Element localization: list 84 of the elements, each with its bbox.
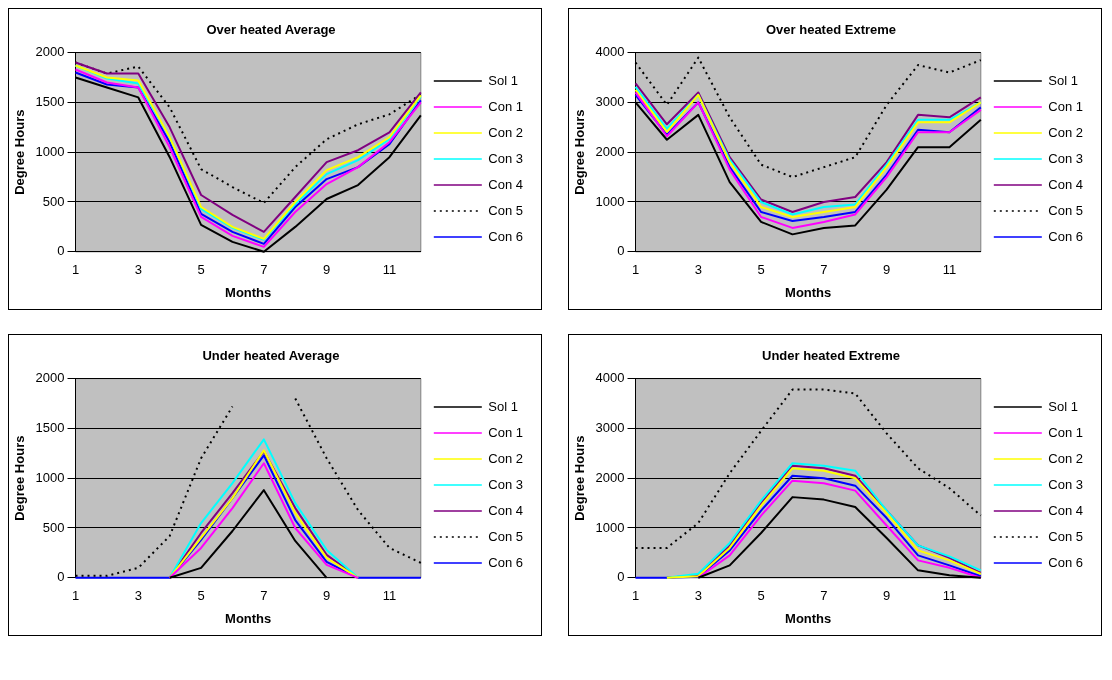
y-axis-title: Degree Hours xyxy=(572,435,588,521)
legend-label: Sol 1 xyxy=(488,398,518,414)
chart-title: Over heated Average xyxy=(206,22,336,38)
x-tick-label: 9 xyxy=(323,262,331,278)
y-tick-label: 1000 xyxy=(35,143,65,159)
legend-label: Con 6 xyxy=(488,554,524,570)
legend-label: Con 3 xyxy=(488,476,524,492)
y-axis-title: Degree Hours xyxy=(572,109,588,195)
x-tick-label: 9 xyxy=(883,262,891,278)
legend-label: Con 5 xyxy=(1048,202,1084,218)
y-tick-label: 0 xyxy=(617,243,625,259)
x-tick-label: 5 xyxy=(757,588,765,604)
legend-label: Con 3 xyxy=(1048,476,1084,492)
y-tick-label: 2000 xyxy=(35,370,65,386)
legend-label: Con 5 xyxy=(488,202,524,218)
x-axis-title: Months xyxy=(225,610,272,626)
x-tick-label: 7 xyxy=(820,262,828,278)
x-tick-label: 11 xyxy=(382,262,397,278)
legend-label: Con 6 xyxy=(1048,228,1084,244)
x-axis-title: Months xyxy=(225,284,272,300)
y-tick-label: 1000 xyxy=(595,519,625,535)
x-tick-label: 1 xyxy=(631,262,640,278)
legend-label: Con 1 xyxy=(488,424,524,440)
legend-label: Con 4 xyxy=(488,176,524,192)
x-tick-label: 5 xyxy=(757,262,765,278)
y-tick-label: 0 xyxy=(57,243,65,259)
chart-title: Over heated Extreme xyxy=(765,22,897,38)
x-tick-label: 9 xyxy=(323,588,331,604)
y-tick-label: 1500 xyxy=(35,419,65,435)
legend-label: Con 1 xyxy=(1048,98,1084,114)
y-tick-label: 500 xyxy=(42,193,65,209)
y-tick-label: 3000 xyxy=(595,93,625,109)
legend-label: Con 5 xyxy=(1048,528,1084,544)
chart-title: Under heated Extreme xyxy=(762,348,900,364)
x-tick-label: 11 xyxy=(942,588,957,604)
x-tick-label: 1 xyxy=(71,262,80,278)
y-tick-label: 2000 xyxy=(595,143,625,159)
x-tick-label: 3 xyxy=(134,262,142,278)
x-tick-label: 5 xyxy=(197,262,205,278)
y-tick-label: 1500 xyxy=(35,93,65,109)
x-axis-title: Months xyxy=(785,610,832,626)
y-tick-label: 500 xyxy=(42,519,65,535)
y-tick-label: 2000 xyxy=(35,44,65,60)
y-tick-label: 4000 xyxy=(595,44,625,60)
legend-label: Sol 1 xyxy=(488,72,518,88)
x-tick-label: 5 xyxy=(197,588,205,604)
x-tick-label: 7 xyxy=(260,262,268,278)
legend-label: Con 4 xyxy=(488,502,524,518)
legend-label: Con 2 xyxy=(488,124,524,140)
y-tick-label: 1000 xyxy=(595,193,625,209)
legend-label: Con 1 xyxy=(1048,424,1084,440)
legend-label: Con 2 xyxy=(488,450,524,466)
x-tick-label: 1 xyxy=(631,588,640,604)
x-tick-label: 11 xyxy=(382,588,397,604)
legend-label: Con 3 xyxy=(488,150,524,166)
y-tick-label: 1000 xyxy=(35,469,65,485)
legend-label: Con 1 xyxy=(488,98,524,114)
y-tick-label: 4000 xyxy=(595,370,625,386)
y-tick-label: 2000 xyxy=(595,469,625,485)
x-tick-label: 3 xyxy=(694,262,702,278)
chart-title: Under heated Average xyxy=(202,348,340,364)
legend-label: Con 3 xyxy=(1048,150,1084,166)
y-tick-label: 3000 xyxy=(595,419,625,435)
y-axis-title: Degree Hours xyxy=(12,109,28,195)
legend-label: Con 4 xyxy=(1048,502,1084,518)
x-tick-label: 1 xyxy=(71,588,80,604)
y-tick-label: 0 xyxy=(617,569,625,585)
legend-label: Con 4 xyxy=(1048,176,1084,192)
x-tick-label: 7 xyxy=(820,588,828,604)
legend-label: Sol 1 xyxy=(1048,398,1078,414)
x-tick-label: 9 xyxy=(883,588,891,604)
x-axis-title: Months xyxy=(785,284,832,300)
legend-label: Sol 1 xyxy=(1048,72,1078,88)
x-tick-label: 3 xyxy=(134,588,142,604)
x-tick-label: 7 xyxy=(260,588,268,604)
legend-label: Con 2 xyxy=(1048,124,1084,140)
legend-label: Con 2 xyxy=(1048,450,1084,466)
legend-label: Con 6 xyxy=(1048,554,1084,570)
x-tick-label: 11 xyxy=(942,262,957,278)
legend-label: Con 5 xyxy=(488,528,524,544)
y-tick-label: 0 xyxy=(57,569,65,585)
x-tick-label: 3 xyxy=(694,588,702,604)
legend-label: Con 6 xyxy=(488,228,524,244)
y-axis-title: Degree Hours xyxy=(12,435,28,521)
